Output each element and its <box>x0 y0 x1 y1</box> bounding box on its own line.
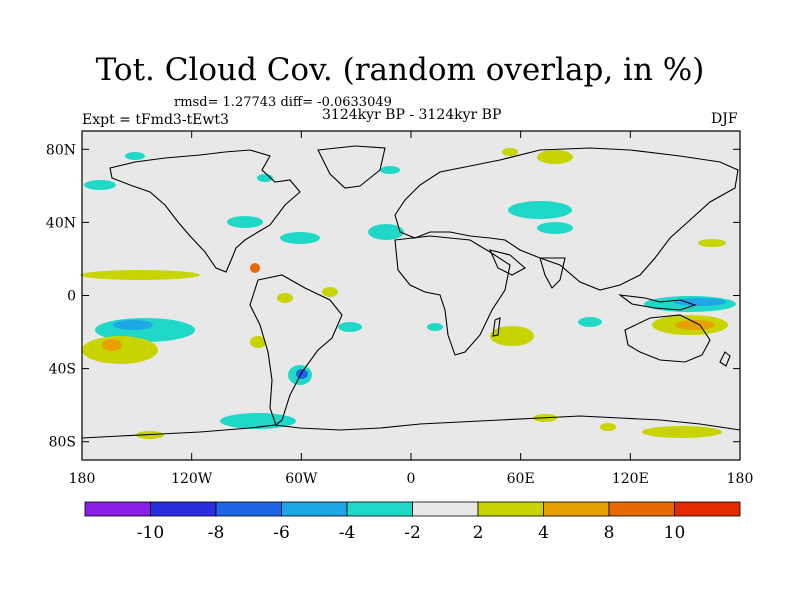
stats-line: rmsd= 1.27743 diff= -0.0633049 <box>174 95 392 110</box>
anomaly-patch <box>338 322 362 332</box>
anomaly-patch <box>578 317 602 327</box>
colorbar-label: -8 <box>208 523 225 543</box>
anomaly-patch <box>427 323 443 331</box>
anomaly-patch <box>102 339 122 351</box>
anomaly-patch <box>600 423 616 431</box>
colorbar-label: 8 <box>604 523 615 543</box>
anomaly-patch <box>698 239 726 247</box>
anomaly-patch <box>674 298 726 306</box>
map-background <box>82 131 740 460</box>
latitude-axis: 80N 40N 0 40S 80S <box>46 142 740 451</box>
anomaly-patch <box>280 232 320 244</box>
lon-tick-label: 180 <box>727 471 754 487</box>
anomaly-patch <box>502 148 518 156</box>
anomaly-patch <box>84 180 116 190</box>
lat-tick-label: 40S <box>49 362 76 378</box>
anomaly-patch <box>490 326 534 346</box>
colorbar-label: -6 <box>273 523 290 543</box>
colorbar-label: -4 <box>339 523 356 543</box>
anomaly-patch <box>82 336 158 364</box>
anomaly-patch <box>380 166 400 174</box>
colorbar-label: 2 <box>473 523 484 543</box>
madagascar-outline <box>492 317 501 337</box>
anomaly-patch <box>642 426 722 438</box>
colorbar-swatch <box>608 501 675 517</box>
colorbar-swatch <box>281 501 348 517</box>
experiment-label: Expt = tFmd3-tEwt3 <box>82 112 229 128</box>
eurasia-outline <box>394 147 739 291</box>
africa-outline <box>394 235 511 356</box>
india-outline <box>539 257 566 289</box>
new-zealand-outline <box>719 351 731 367</box>
indonesia-outline <box>618 294 697 311</box>
antarctica-outline <box>81 415 741 439</box>
anomaly-patch <box>296 369 308 379</box>
anomaly-patch <box>277 293 293 303</box>
colorbar-swatch <box>412 501 479 517</box>
colorbar-swatch <box>150 501 217 517</box>
anomaly-patch <box>113 320 153 330</box>
anomaly-patch <box>368 224 404 240</box>
lat-tick-label: 80S <box>49 435 76 451</box>
lon-tick-label: 0 <box>407 471 416 487</box>
anomaly-patch <box>80 270 200 280</box>
map-title: Tot. Cloud Cov. (random overlap, in %) <box>95 52 705 88</box>
colorbar-label: -2 <box>404 523 421 543</box>
colorbar-swatch <box>477 501 544 517</box>
season-label: DJF <box>711 111 738 127</box>
anomaly-patch <box>322 287 338 297</box>
lon-tick-label: 180 <box>69 471 96 487</box>
lon-tick-label: 120E <box>612 471 649 487</box>
lon-tick-label: 120W <box>171 471 213 487</box>
anomaly-patch <box>537 150 573 164</box>
anomaly-patch <box>250 336 266 348</box>
anomaly-patch <box>537 222 573 234</box>
anomaly-patch <box>508 201 572 219</box>
lat-tick-label: 80N <box>46 142 76 158</box>
period-label: 3124kyr BP - 3124kyr BP <box>322 107 502 123</box>
colorbar-swatch <box>84 501 151 517</box>
lat-tick-label: 40N <box>46 215 76 231</box>
lat-tick-label: 0 <box>67 289 76 305</box>
colorbar-swatch <box>543 501 610 517</box>
colorbar: -10 -8 -6 -4 -2 2 4 8 10 <box>84 501 741 543</box>
greenland-outline <box>317 145 386 189</box>
colorbar-label: -10 <box>137 523 164 543</box>
colorbar-label: 4 <box>538 523 549 543</box>
longitude-axis: 180 120W 60W 0 60E 120E 180 <box>69 131 754 487</box>
anomaly-patch <box>250 263 260 273</box>
colorbar-swatch <box>674 501 741 517</box>
coastlines <box>81 145 741 439</box>
australia-outline <box>624 314 711 363</box>
lon-tick-label: 60E <box>507 471 535 487</box>
lon-tick-label: 60W <box>285 471 318 487</box>
anomaly-patch <box>675 320 715 330</box>
colorbar-swatch <box>215 501 282 517</box>
arabia-outline <box>489 249 526 276</box>
anomaly-patch <box>125 152 145 160</box>
colorbar-swatch <box>346 501 413 517</box>
colorbar-label: 10 <box>664 523 686 543</box>
south-america-outline <box>249 274 343 426</box>
north-america-outline <box>109 149 301 273</box>
anomaly-patch <box>227 216 263 228</box>
